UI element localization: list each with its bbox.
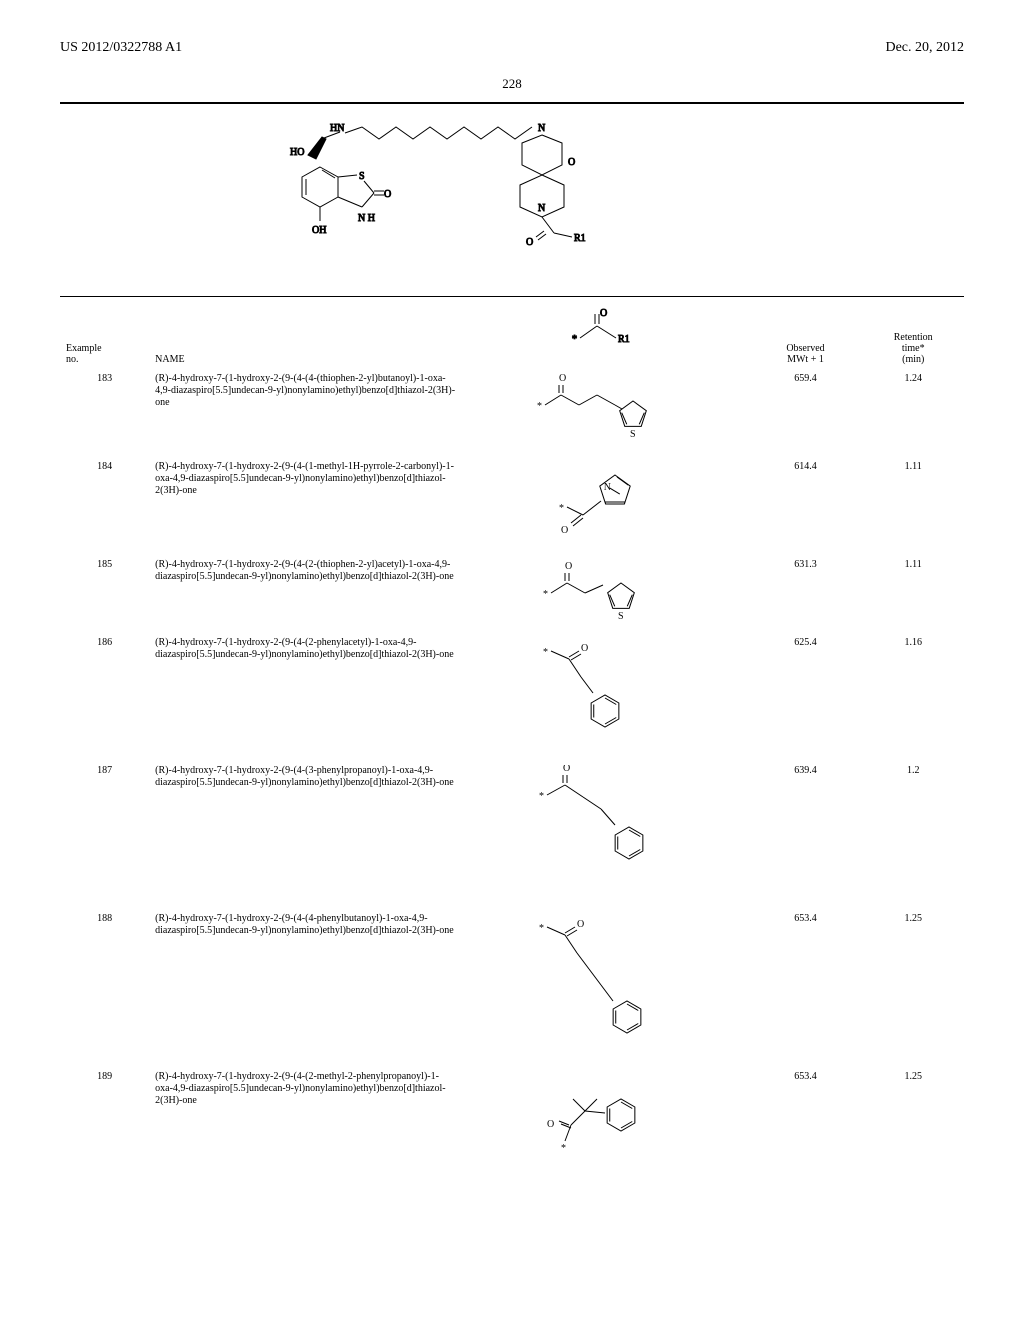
scaffold-structures: HN HO S O N H OH N <box>60 112 964 292</box>
table-row: 189(R)-4-hydroxy-7-(1-hydroxy-2-(9-(4-(2… <box>60 1067 964 1165</box>
svg-text:*: * <box>572 334 577 345</box>
retention-time: 1.24 <box>862 369 964 457</box>
r1-structure: *O <box>461 633 748 761</box>
label-N3: N <box>538 203 545 214</box>
r1-structure: * O S <box>461 555 748 633</box>
example-no: 183 <box>60 369 149 457</box>
svg-text:O: O <box>563 765 570 774</box>
col-example: Example no. <box>60 301 149 369</box>
page-header: US 2012/0322788 A1 Dec. 20, 2012 <box>60 40 964 56</box>
compound-name: (R)-4-hydroxy-7-(1-hydroxy-2-(9-(4-(1-me… <box>149 457 461 555</box>
pub-date: Dec. 20, 2012 <box>885 40 964 56</box>
r1-structure: *O <box>461 909 748 1067</box>
svg-text:*: * <box>539 923 544 934</box>
compound-name: (R)-4-hydroxy-7-(1-hydroxy-2-(9-(4-(2-me… <box>149 1067 461 1165</box>
observed-mwt: 653.4 <box>749 909 863 1067</box>
page-number: 228 <box>60 76 964 92</box>
observed-mwt: 659.4 <box>749 369 863 457</box>
svg-text:*: * <box>539 791 544 802</box>
r1-header-icon: O * R1 <box>560 306 650 362</box>
svg-text:N: N <box>604 482 611 493</box>
col-retention: Retention time* (min) <box>862 301 964 369</box>
label-R1: R1 <box>574 233 586 244</box>
rule-top <box>60 102 964 104</box>
label-O: O <box>384 189 391 200</box>
example-no: 186 <box>60 633 149 761</box>
label-O2: O <box>568 157 575 168</box>
svg-text:O: O <box>600 308 607 319</box>
retention-time: 1.25 <box>862 909 964 1067</box>
svg-text:*: * <box>543 647 548 658</box>
col-name: NAME <box>149 301 461 369</box>
example-no: 187 <box>60 761 149 909</box>
col-struct: O * R1 <box>461 301 748 369</box>
table-row: 185(R)-4-hydroxy-7-(1-hydroxy-2-(9-(4-(2… <box>60 555 964 633</box>
r1-structure: *O <box>461 761 748 909</box>
example-no: 188 <box>60 909 149 1067</box>
svg-text:*: * <box>559 503 564 514</box>
label-NH: N H <box>358 213 375 224</box>
pub-number: US 2012/0322788 A1 <box>60 40 182 56</box>
rule-mid <box>60 296 964 297</box>
r1-structure: O* <box>461 1067 748 1165</box>
compound-table: Example no. NAME O * R1 Observed MWt + 1 <box>60 301 964 1165</box>
r1-structure: * O S <box>461 369 748 457</box>
scaffold-svg: HN HO S O N H OH N <box>212 117 812 287</box>
observed-mwt: 631.3 <box>749 555 863 633</box>
svg-text:O: O <box>547 1119 554 1130</box>
observed-mwt: 614.4 <box>749 457 863 555</box>
retention-time: 1.16 <box>862 633 964 761</box>
svg-text:S: S <box>630 429 636 440</box>
r1-structure: N O * <box>461 457 748 555</box>
svg-text:R1: R1 <box>618 334 630 345</box>
observed-mwt: 639.4 <box>749 761 863 909</box>
svg-text:*: * <box>543 589 548 600</box>
table-row: 187(R)-4-hydroxy-7-(1-hydroxy-2-(9-(4-(3… <box>60 761 964 909</box>
retention-time: 1.11 <box>862 457 964 555</box>
svg-text:O: O <box>559 373 566 384</box>
svg-text:*: * <box>561 1143 566 1154</box>
svg-text:S: S <box>618 611 624 622</box>
col-observed: Observed MWt + 1 <box>749 301 863 369</box>
compound-name: (R)-4-hydroxy-7-(1-hydroxy-2-(9-(4-(2-ph… <box>149 633 461 761</box>
label-N2: N <box>538 123 545 134</box>
table-row: 188(R)-4-hydroxy-7-(1-hydroxy-2-(9-(4-(4… <box>60 909 964 1067</box>
svg-text:O: O <box>581 643 588 654</box>
retention-time: 1.2 <box>862 761 964 909</box>
compound-name: (R)-4-hydroxy-7-(1-hydroxy-2-(9-(4-(3-ph… <box>149 761 461 909</box>
observed-mwt: 653.4 <box>749 1067 863 1165</box>
example-no: 184 <box>60 457 149 555</box>
svg-text:O: O <box>565 561 572 572</box>
example-no: 189 <box>60 1067 149 1165</box>
svg-text:O: O <box>561 525 568 536</box>
compound-name: (R)-4-hydroxy-7-(1-hydroxy-2-(9-(4-(4-(t… <box>149 369 461 457</box>
compound-name: (R)-4-hydroxy-7-(1-hydroxy-2-(9-(4-(4-ph… <box>149 909 461 1067</box>
label-OH: OH <box>312 225 326 236</box>
table-row: 186(R)-4-hydroxy-7-(1-hydroxy-2-(9-(4-(2… <box>60 633 964 761</box>
table-row: 184(R)-4-hydroxy-7-(1-hydroxy-2-(9-(4-(1… <box>60 457 964 555</box>
svg-text:*: * <box>537 401 542 412</box>
svg-text:O: O <box>577 919 584 930</box>
retention-time: 1.11 <box>862 555 964 633</box>
compound-name: (R)-4-hydroxy-7-(1-hydroxy-2-(9-(4-(2-(t… <box>149 555 461 633</box>
retention-time: 1.25 <box>862 1067 964 1165</box>
example-no: 185 <box>60 555 149 633</box>
label-HO: HO <box>290 147 304 158</box>
label-O3: O <box>526 237 533 248</box>
label-HN: HN <box>330 123 344 134</box>
table-row: 183(R)-4-hydroxy-7-(1-hydroxy-2-(9-(4-(4… <box>60 369 964 457</box>
label-S: S <box>359 171 365 182</box>
observed-mwt: 625.4 <box>749 633 863 761</box>
